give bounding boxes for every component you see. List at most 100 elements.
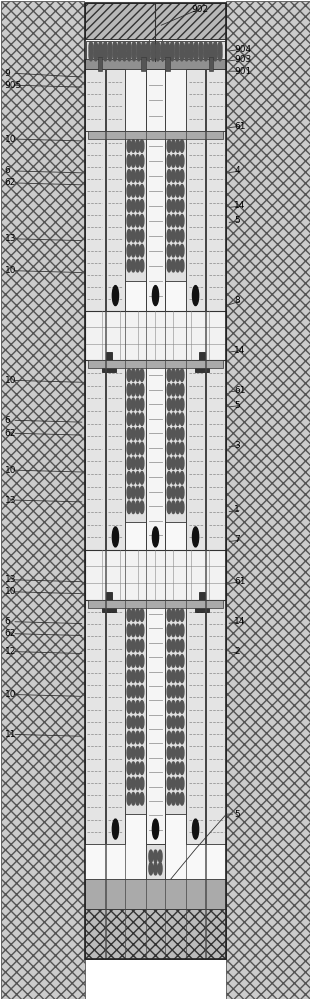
Circle shape (199, 42, 203, 54)
Circle shape (127, 48, 131, 61)
Bar (125, 131, 146, 281)
Circle shape (171, 369, 175, 381)
Bar (88, 360, 223, 368)
Circle shape (140, 140, 144, 152)
Circle shape (167, 731, 171, 744)
Circle shape (167, 639, 171, 652)
Circle shape (180, 747, 184, 759)
Circle shape (127, 383, 131, 396)
Circle shape (180, 185, 184, 197)
Circle shape (176, 457, 180, 469)
Bar (85, 69, 104, 131)
Circle shape (131, 624, 135, 637)
Text: 7: 7 (234, 535, 240, 544)
Circle shape (171, 140, 175, 152)
Circle shape (132, 48, 136, 61)
Circle shape (154, 850, 157, 863)
Circle shape (140, 793, 144, 805)
Bar (207, 360, 226, 550)
Circle shape (209, 48, 212, 61)
Circle shape (136, 639, 140, 652)
Circle shape (140, 170, 144, 182)
Circle shape (176, 472, 180, 484)
Circle shape (180, 259, 184, 272)
Text: 6: 6 (4, 617, 10, 626)
Circle shape (131, 259, 135, 272)
Circle shape (171, 670, 175, 683)
Circle shape (167, 185, 171, 197)
Circle shape (180, 639, 184, 652)
Circle shape (167, 609, 171, 621)
Circle shape (194, 48, 198, 61)
Circle shape (180, 701, 184, 713)
Circle shape (136, 747, 140, 759)
Circle shape (167, 383, 171, 396)
Circle shape (108, 48, 112, 61)
Bar (85, 311, 226, 360)
Circle shape (176, 383, 180, 396)
Circle shape (180, 624, 184, 637)
Bar (85, 3, 226, 39)
Text: 62: 62 (4, 629, 16, 638)
Bar (146, 360, 165, 550)
Bar (88, 600, 223, 608)
Circle shape (89, 48, 93, 61)
Circle shape (213, 42, 217, 54)
Circle shape (193, 286, 199, 306)
Circle shape (136, 244, 140, 257)
Circle shape (127, 655, 131, 667)
Circle shape (176, 259, 180, 272)
Circle shape (131, 457, 135, 469)
Circle shape (171, 457, 175, 469)
Circle shape (127, 701, 131, 713)
Bar (103, 606, 116, 612)
Circle shape (176, 398, 180, 411)
Circle shape (136, 609, 140, 621)
Text: 903: 903 (234, 55, 251, 64)
Circle shape (171, 731, 175, 744)
Circle shape (140, 383, 144, 396)
Circle shape (218, 42, 222, 54)
Bar (106, 592, 112, 608)
Circle shape (131, 170, 135, 182)
Circle shape (204, 48, 208, 61)
Circle shape (131, 383, 135, 396)
Bar (85, 131, 104, 311)
Circle shape (161, 42, 165, 54)
Bar (165, 360, 186, 522)
Circle shape (136, 259, 140, 272)
Circle shape (127, 428, 131, 440)
Text: 14: 14 (234, 617, 245, 626)
Circle shape (149, 862, 153, 875)
Circle shape (127, 670, 131, 683)
Circle shape (180, 457, 184, 469)
Text: 12: 12 (4, 647, 16, 656)
Circle shape (152, 527, 159, 547)
Text: 4: 4 (234, 166, 240, 175)
Circle shape (176, 609, 180, 621)
Bar (146, 844, 165, 881)
Circle shape (171, 200, 175, 212)
Circle shape (180, 670, 184, 683)
Circle shape (127, 185, 131, 197)
Circle shape (140, 244, 144, 257)
Circle shape (180, 48, 184, 61)
Circle shape (149, 850, 153, 863)
Circle shape (131, 701, 135, 713)
Circle shape (127, 624, 131, 637)
Bar (146, 131, 165, 311)
Circle shape (118, 42, 122, 54)
Circle shape (176, 701, 180, 713)
Circle shape (127, 747, 131, 759)
Circle shape (171, 229, 175, 242)
Circle shape (103, 42, 107, 54)
Circle shape (170, 42, 174, 54)
Circle shape (127, 639, 131, 652)
Circle shape (180, 42, 184, 54)
Circle shape (99, 48, 102, 61)
Circle shape (127, 244, 131, 257)
Circle shape (140, 762, 144, 774)
Circle shape (176, 670, 180, 683)
Circle shape (113, 48, 117, 61)
Text: 61: 61 (234, 386, 246, 395)
